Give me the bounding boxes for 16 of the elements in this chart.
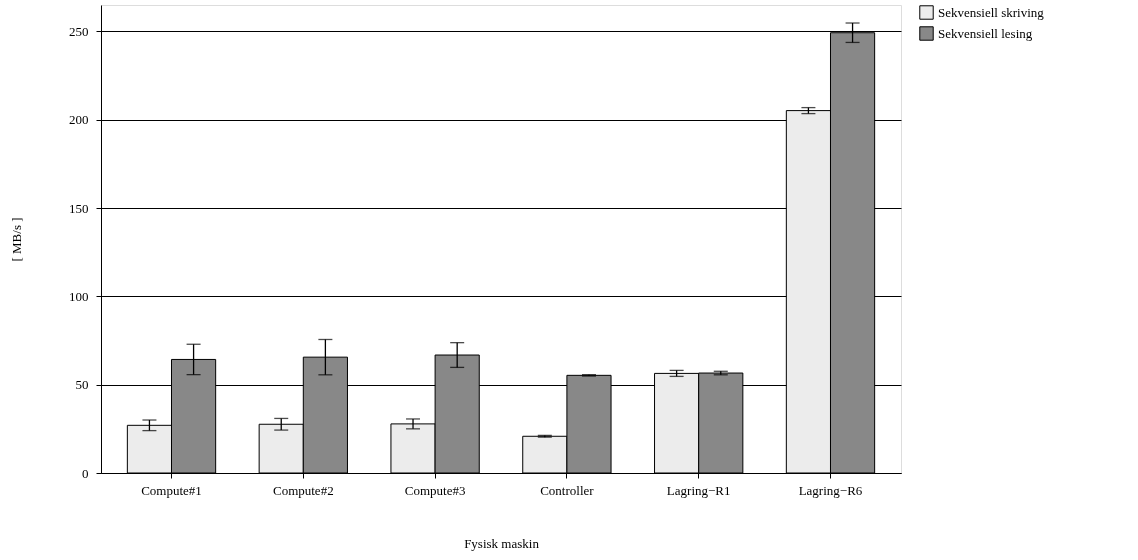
y-tick-label: 200 — [69, 112, 89, 128]
y-tick-label: 250 — [69, 23, 89, 39]
y-tick-label: 150 — [69, 200, 89, 216]
y-tick-label: 50 — [75, 377, 89, 393]
x-tick-label: Lagring−R1 — [666, 482, 731, 498]
x-tick-label: Lagring−R6 — [798, 482, 863, 498]
legend-label: Sekvensiell lesing — [938, 25, 1033, 41]
x-tick-label: Controller — [540, 482, 595, 498]
x-tick-label: Compute#3 — [404, 482, 466, 498]
y-tick-label: 0 — [82, 465, 89, 481]
x-axis-title: Fysisk maskin — [464, 535, 540, 551]
y-tick-label: 100 — [69, 288, 89, 304]
x-tick-label: Compute#1 — [141, 482, 202, 498]
y-axis-title: [ MB/s ] — [9, 217, 24, 262]
x-tick-label: Compute#2 — [272, 482, 334, 498]
legend-label: Sekvensiell skriving — [938, 4, 1045, 20]
